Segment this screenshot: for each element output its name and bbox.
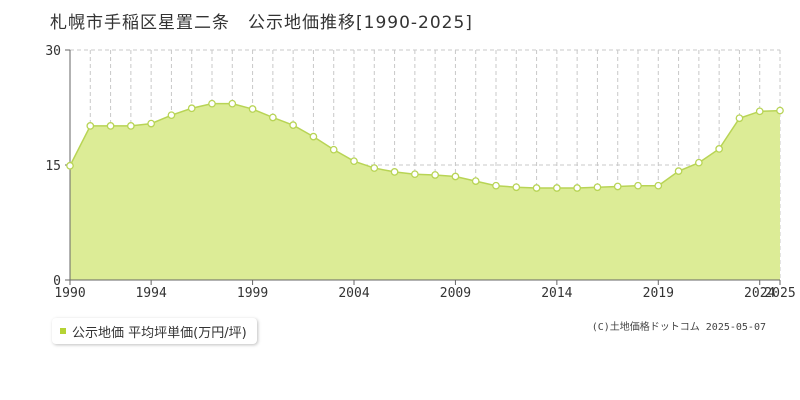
data-point — [735, 114, 744, 123]
x-tick-label: 2009 — [440, 286, 471, 301]
data-point — [776, 106, 784, 115]
legend-swatch — [60, 328, 66, 334]
y-tick-label: 30 — [45, 44, 61, 59]
data-point — [390, 168, 399, 176]
data-point — [431, 171, 439, 179]
data-point — [167, 111, 176, 120]
data-point — [106, 122, 115, 130]
series-area — [70, 103, 780, 281]
data-point — [329, 145, 338, 154]
data-point — [86, 122, 95, 130]
data-point — [512, 183, 521, 192]
legend-label: 公示地価 平均坪単価(万円/坪) — [72, 325, 247, 341]
data-point — [471, 177, 480, 185]
x-tick-label: 2019 — [643, 286, 674, 301]
data-point — [309, 132, 318, 141]
data-point — [269, 113, 277, 122]
data-point — [553, 184, 561, 192]
marker-layer — [66, 99, 784, 192]
data-point — [127, 122, 135, 130]
data-point — [634, 181, 642, 190]
data-point — [370, 164, 379, 172]
data-point — [66, 161, 74, 170]
data-point — [654, 181, 663, 190]
data-point — [492, 181, 500, 190]
data-point — [147, 119, 155, 128]
data-point — [532, 184, 541, 192]
data-point — [411, 170, 419, 179]
data-point — [613, 182, 622, 191]
y-tick-label: 15 — [45, 159, 61, 174]
data-point — [248, 105, 257, 113]
y-tick-label: 0 — [53, 274, 61, 289]
data-point — [228, 99, 237, 108]
data-point — [187, 104, 196, 113]
data-point — [755, 107, 764, 116]
data-point — [674, 167, 683, 175]
data-point — [451, 172, 460, 181]
data-point — [573, 184, 581, 192]
credit-text: (C)土地価格ドットコム 2025-05-07 — [591, 322, 766, 333]
label-layer: 0 15 30 1990 1994 1999 2004 2009 2014 2019 2024202… — [45, 44, 795, 301]
data-point — [350, 157, 358, 166]
chart-title: 札幌市手稲区星置二条 公示地価推移[1990-2025] — [50, 13, 473, 33]
x-tick-label: 1990 — [54, 286, 85, 301]
data-point — [695, 158, 703, 167]
x-tick-label: 2014 — [541, 286, 572, 301]
data-point — [208, 99, 216, 108]
x-tick-label: 1999 — [237, 286, 268, 301]
x-tick-label: 1994 — [135, 286, 166, 301]
data-point — [289, 121, 297, 129]
x-tick-label: 2024 — [744, 286, 775, 301]
x-tick-label: 2004 — [338, 286, 369, 301]
area-layer — [69, 102, 781, 281]
data-point — [715, 145, 723, 153]
legend: 公示地価 平均坪単価(万円/坪) — [52, 318, 257, 344]
data-point — [593, 183, 602, 192]
x-tick-label: 2025 — [764, 286, 795, 301]
